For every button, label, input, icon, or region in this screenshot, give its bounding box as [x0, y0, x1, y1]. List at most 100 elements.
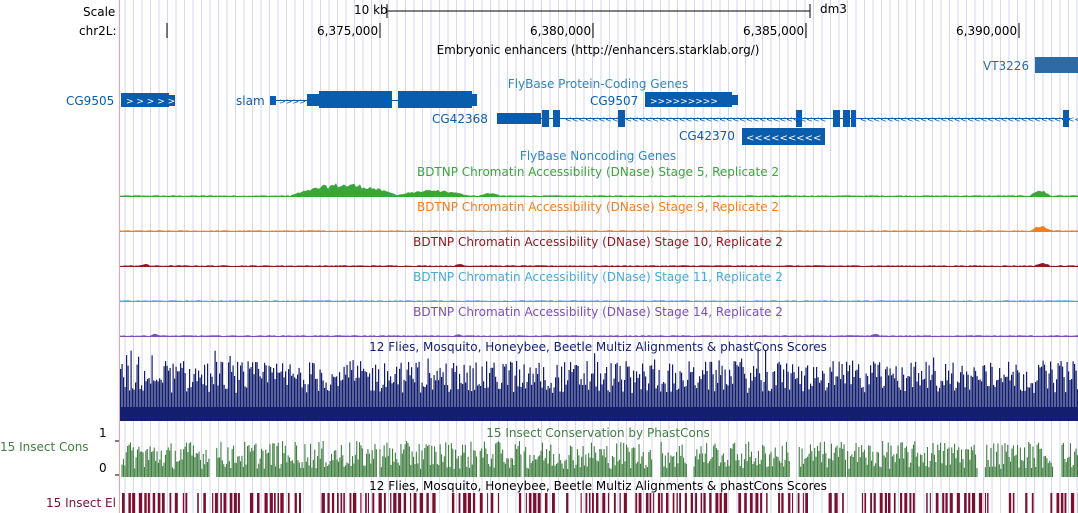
side-label-insect-cons[interactable]: 15 Insect Cons	[0, 440, 89, 454]
conserved-element	[321, 493, 325, 513]
multiz-bar	[538, 362, 540, 421]
multiz-bar	[360, 361, 362, 421]
conserved-element	[676, 493, 678, 513]
phastcons-bar	[352, 456, 354, 477]
phastcons-bar	[482, 457, 484, 477]
gene-cg9505[interactable]: > > > > >	[121, 93, 175, 107]
phastcons-bar	[486, 453, 488, 477]
dnase-stage9-signal[interactable]	[120, 226, 1078, 232]
phastcons-bar	[262, 450, 264, 477]
phastcons-bar	[582, 446, 584, 477]
phastcons-bar	[206, 462, 208, 477]
track-title-enhancers[interactable]: Embryonic enhancers (http://enhancers.st…	[436, 43, 760, 57]
multiz-bar	[979, 379, 981, 421]
gene-label-slam[interactable]: slam	[236, 94, 265, 108]
multiz-bar	[154, 381, 156, 421]
phastcons-bar	[1043, 456, 1045, 477]
multiz-bar	[922, 379, 924, 421]
multiz-conservation-bars[interactable]	[120, 348, 1078, 421]
side-label-insect-el[interactable]: 15 Insect El	[46, 496, 116, 510]
track-title-dnase-stage11[interactable]: BDTNP Chromatin Accessibility (DNase) St…	[413, 270, 783, 284]
phastcons-bar	[877, 452, 879, 477]
phastcons-bar	[534, 459, 536, 477]
phastcons-bar	[517, 446, 519, 477]
phastcons-bar	[136, 449, 138, 477]
gene-slam[interactable]: >>>>	[270, 91, 477, 108]
phastcons-bar	[244, 441, 246, 477]
gene-label-cg42370[interactable]: CG42370	[679, 129, 735, 143]
multiz-bar	[624, 379, 626, 421]
gene-label-cg9505[interactable]: CG9505	[66, 94, 115, 108]
phastcons-bar	[408, 446, 410, 477]
gene-label-cg9507[interactable]: CG9507	[590, 94, 639, 108]
multiz-bar	[528, 373, 530, 421]
phastcons-bar	[991, 466, 993, 477]
enhancer-vt3226-block[interactable]	[1035, 57, 1078, 73]
phastcons-bar	[854, 450, 856, 477]
multiz-bar	[669, 363, 671, 421]
gene-cg42370[interactable]: <<<<<<<<<	[742, 128, 825, 145]
phastcons-bar	[308, 465, 310, 477]
track-title-dnase-stage9[interactable]: BDTNP Chromatin Accessibility (DNase) St…	[416, 200, 780, 214]
phastcons-bar	[389, 448, 391, 477]
phastcons-bar	[547, 463, 549, 477]
multiz-bar	[330, 384, 332, 421]
multiz-bar	[412, 378, 414, 421]
conserved-element	[294, 493, 297, 513]
multiz-bar	[313, 363, 315, 421]
multiz-bar	[676, 390, 678, 421]
phastcons-bar	[1012, 445, 1014, 477]
conserved-element	[719, 493, 722, 513]
phastcons-bar	[166, 450, 168, 477]
phastcons-bar	[721, 455, 723, 477]
phastcons-bar	[742, 468, 744, 477]
dnase-stage11-signal[interactable]	[120, 300, 1078, 302]
phastcons-bar	[544, 458, 546, 477]
phastcons-bar	[963, 467, 965, 477]
phastcons-bar	[188, 443, 190, 477]
track-title-flybase-noncoding[interactable]: FlyBase Noncoding Genes	[519, 149, 677, 163]
conserved-elements-blocks[interactable]	[122, 493, 1078, 513]
gene-cg42368[interactable]: <<<<<<<<<< <<<<<<<<<<<<<<<<<<<<<<<<<<<<<…	[497, 110, 1078, 127]
gene-cg9507[interactable]: >>>>>>>>>	[645, 92, 738, 107]
track-title-dnase-stage10[interactable]: BDTNP Chromatin Accessibility (DNase) St…	[413, 235, 783, 249]
track-title-elements[interactable]: 12 Flies, Mosquito, Honeybee, Beetle Mul…	[369, 479, 827, 493]
dnase-stage10-signal[interactable]	[120, 263, 1078, 267]
phastcons-conservation-bars[interactable]	[121, 441, 1078, 477]
multiz-bar	[393, 382, 395, 421]
phastcons-bar	[769, 454, 771, 477]
multiz-bar	[144, 371, 146, 421]
gene-label-cg42368[interactable]: CG42368	[432, 112, 488, 126]
phastcons-bar	[599, 448, 601, 477]
phastcons-bar	[311, 467, 313, 477]
multiz-bar	[754, 376, 756, 421]
multiz-bar	[208, 391, 210, 421]
multiz-bar	[397, 384, 399, 421]
dnase-stage5-signal[interactable]	[120, 183, 1078, 197]
track-title-phastcons[interactable]: 15 Insect Conservation by PhastCons	[486, 426, 710, 440]
phastcons-bar	[809, 444, 811, 477]
multiz-bar	[367, 376, 369, 421]
multiz-bar	[1005, 377, 1007, 421]
track-title-dnase-stage5[interactable]: BDTNP Chromatin Accessibility (DNase) St…	[416, 165, 780, 179]
phastcons-bar	[907, 452, 909, 477]
phastcons-bar	[674, 466, 676, 477]
phastcons-bar	[896, 453, 898, 477]
enhancer-label-vt3226[interactable]: VT3226	[983, 59, 1030, 73]
multiz-bar	[736, 365, 738, 421]
track-title-flybase-protein[interactable]: FlyBase Protein-Coding Genes	[507, 77, 689, 91]
multiz-bar	[379, 391, 381, 421]
track-title-dnase-stage14[interactable]: BDTNP Chromatin Accessibility (DNase) St…	[413, 305, 783, 319]
multiz-bar	[352, 360, 354, 421]
multiz-bar	[348, 377, 350, 421]
phastcons-bar	[663, 466, 665, 477]
phastcons-bar	[908, 467, 910, 477]
multiz-bar	[895, 366, 897, 421]
phastcons-bar	[778, 460, 780, 477]
phastcons-bar	[529, 454, 531, 477]
dnase-stage14-signal[interactable]	[120, 333, 1078, 337]
track-title-multiz[interactable]: 12 Flies, Mosquito, Honeybee, Beetle Mul…	[369, 340, 827, 354]
conserved-element	[390, 493, 392, 513]
